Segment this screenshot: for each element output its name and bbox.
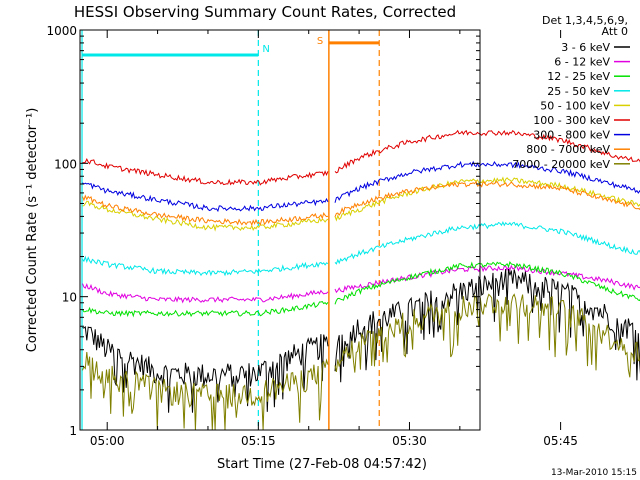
- legend-entry-label: 100 - 300 keV: [533, 114, 610, 127]
- series-line-8-b: [334, 180, 640, 217]
- series-line-3-b: [334, 261, 640, 305]
- series-line-5-a: [82, 200, 329, 232]
- y-tick-label: 1: [69, 424, 77, 438]
- series-line-3-a: [82, 301, 329, 318]
- legend-entry-label: 50 - 100 keV: [540, 99, 610, 112]
- chart-title: HESSI Observing Summary Count Rates, Cor…: [74, 3, 456, 21]
- legend-entry-label: 12 - 25 keV: [547, 70, 610, 83]
- footer-date: 13-Mar-2010 15:15: [551, 468, 637, 478]
- legend-title-line: Att 0: [602, 25, 628, 38]
- series-line-2-a: [82, 282, 329, 304]
- plot-frame: [79, 29, 481, 431]
- night-label: N: [262, 44, 269, 55]
- x-tick-label: 05:15: [241, 434, 276, 448]
- legend-entry-label: 6 - 12 keV: [554, 56, 610, 69]
- y-tick-label: 1000: [46, 24, 77, 38]
- series-line-4-a: [82, 255, 329, 277]
- legend: Det 1,3,4,5,6,9,Att 0 3 - 6 keV 6 - 12 keV…: [512, 14, 630, 171]
- x-tick-label: 05:30: [392, 434, 427, 448]
- annotation-layer: NS: [81, 30, 380, 430]
- series-line-1-b: [334, 268, 640, 383]
- saa-label: S: [317, 36, 323, 47]
- series-line-8-a: [82, 194, 329, 227]
- series-line-4-b: [334, 221, 640, 265]
- x-tick-label: 05:00: [90, 434, 125, 448]
- series-layer: [82, 129, 640, 431]
- y-tick-label: 100: [54, 157, 77, 171]
- series-line-7-b: [334, 160, 640, 203]
- axes-layer: 05:0005:1505:3005:4506:0006:1506:3011010…: [46, 24, 578, 448]
- x-axis-label: Start Time (27-Feb-08 04:57:42): [217, 457, 427, 472]
- legend-entry-label: 300 - 800 keV: [533, 129, 610, 142]
- series-line-6-a: [82, 157, 329, 186]
- series-line-7-a: [82, 182, 329, 213]
- y-axis-label: Corrected Count Rate (s⁻¹ detector⁻¹): [25, 108, 40, 353]
- series-line-9-b: [334, 293, 640, 378]
- legend-entry-label: 7000 - 20000 keV: [512, 158, 610, 171]
- legend-entry-label: 800 - 7000 keV: [526, 143, 610, 156]
- legend-entry-label: 25 - 50 keV: [547, 85, 610, 98]
- legend-title-line: Det 1,3,4,5,6,9,: [542, 14, 628, 27]
- series-line-9-a: [82, 351, 329, 431]
- y-tick-label: 10: [62, 291, 77, 305]
- legend-entry-label: 3 - 6 keV: [561, 41, 610, 54]
- series-line-1-a: [82, 325, 329, 413]
- series-line-6-b: [334, 129, 640, 174]
- x-tick-label: 05:45: [543, 434, 578, 448]
